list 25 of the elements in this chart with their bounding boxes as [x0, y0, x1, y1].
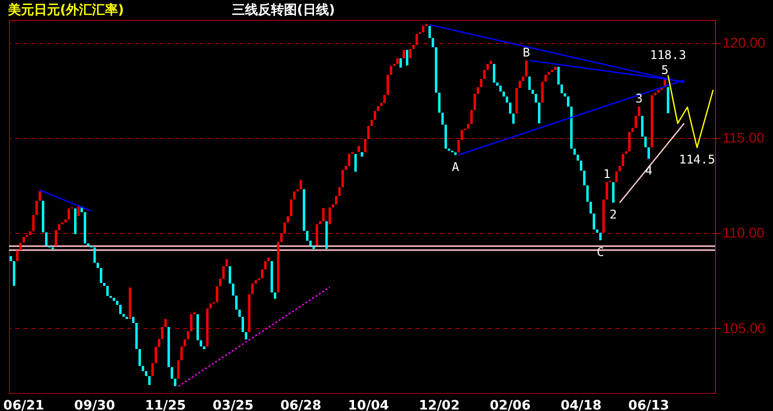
annotation: A — [452, 160, 460, 174]
x-tick-label: 10/04 — [348, 398, 389, 411]
y-tick-label: 115.00 — [722, 129, 764, 146]
x-tick-label: 12/02 — [418, 398, 460, 411]
x-tick-label: 06/28 — [280, 398, 322, 411]
x-tick-label: 06/21 — [3, 398, 44, 411]
x-tick-label: 03/25 — [212, 398, 254, 411]
chart-title: 美元日元(外汇汇率) — [8, 2, 124, 19]
data-label: 118.3 — [650, 48, 686, 62]
x-tick-label: 09/30 — [74, 398, 116, 411]
annotation: 5 — [661, 63, 668, 78]
y-tick-label: 105.00 — [722, 320, 766, 336]
y-tick-label: 110.00 — [722, 224, 764, 241]
data-label: 114.5 — [678, 152, 716, 167]
annotation: 4 — [645, 164, 652, 178]
x-tick-label: 11/25 — [145, 398, 186, 411]
annotation: 3 — [635, 92, 643, 106]
annotation: 1 — [603, 167, 610, 182]
annotation: 2 — [610, 208, 617, 222]
x-tick-label: 04/18 — [560, 398, 602, 411]
chart-subtitle: 三线反转图(日线) — [232, 2, 335, 19]
x-tick-label: 06/13 — [628, 398, 670, 411]
annotation: B — [522, 46, 530, 60]
y-tick-label: 120.00 — [722, 34, 766, 50]
x-tick-label: 02/06 — [490, 398, 531, 411]
